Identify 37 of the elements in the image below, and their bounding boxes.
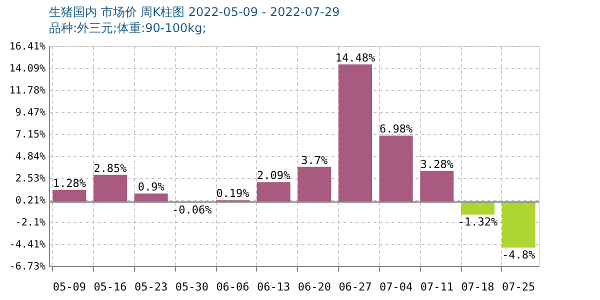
y-tick-label: -6.73% (9, 262, 46, 272)
x-tick-label: 07-18 (461, 280, 494, 294)
data-label: 2.85% (94, 162, 128, 175)
data-label: 0.19% (216, 187, 250, 200)
data-label: -4.8% (502, 248, 536, 262)
y-tick-label: 0.21% (15, 196, 46, 207)
x-tick-label: 05-16 (94, 280, 127, 294)
y-tick-label: 9.47% (15, 107, 46, 118)
y-tick-label: 4.84% (15, 152, 46, 162)
data-label: 3.28% (420, 158, 454, 171)
data-label: 2.09% (257, 169, 291, 182)
y-tick-label: -4.41% (9, 239, 46, 250)
data-label: 3.7% (301, 154, 328, 167)
chart-title: 生猪国内 市场价 周K柱图 2022-05-09 - 2022-07-29 (49, 5, 340, 19)
y-tick-label: 16.41% (9, 42, 46, 52)
chart-subtitle: 品种:外三元;体重:90-100kg; (49, 21, 206, 35)
data-label: 14.48% (335, 51, 376, 64)
x-tick-label: 06-20 (298, 280, 331, 294)
data-label: -1.32% (458, 216, 498, 229)
x-tick-label: 06-06 (216, 280, 250, 294)
data-label: 0.9% (138, 180, 165, 194)
x-tick-label: 07-11 (420, 280, 454, 294)
data-label: 1.28% (52, 176, 86, 190)
y-tick-label: 7.15% (15, 130, 46, 141)
x-tick-label: 07-25 (502, 280, 536, 294)
y-tick-label: 11.78% (9, 86, 46, 97)
y-tick-label: 14.09% (9, 64, 46, 75)
x-tick-label: 05-23 (134, 280, 168, 294)
x-tick-label: 05-30 (175, 280, 208, 294)
x-tick-label: 05-09 (52, 280, 86, 294)
data-label: -0.06% (172, 204, 212, 217)
x-tick-label: 06-27 (338, 280, 372, 294)
y-tick-label: 2.53% (15, 173, 46, 184)
data-label: 6.98% (380, 122, 414, 136)
x-tick-label: 07-04 (380, 280, 414, 294)
x-tick-label: 06-13 (257, 280, 290, 294)
y-tick-label: -2.1% (15, 217, 46, 228)
